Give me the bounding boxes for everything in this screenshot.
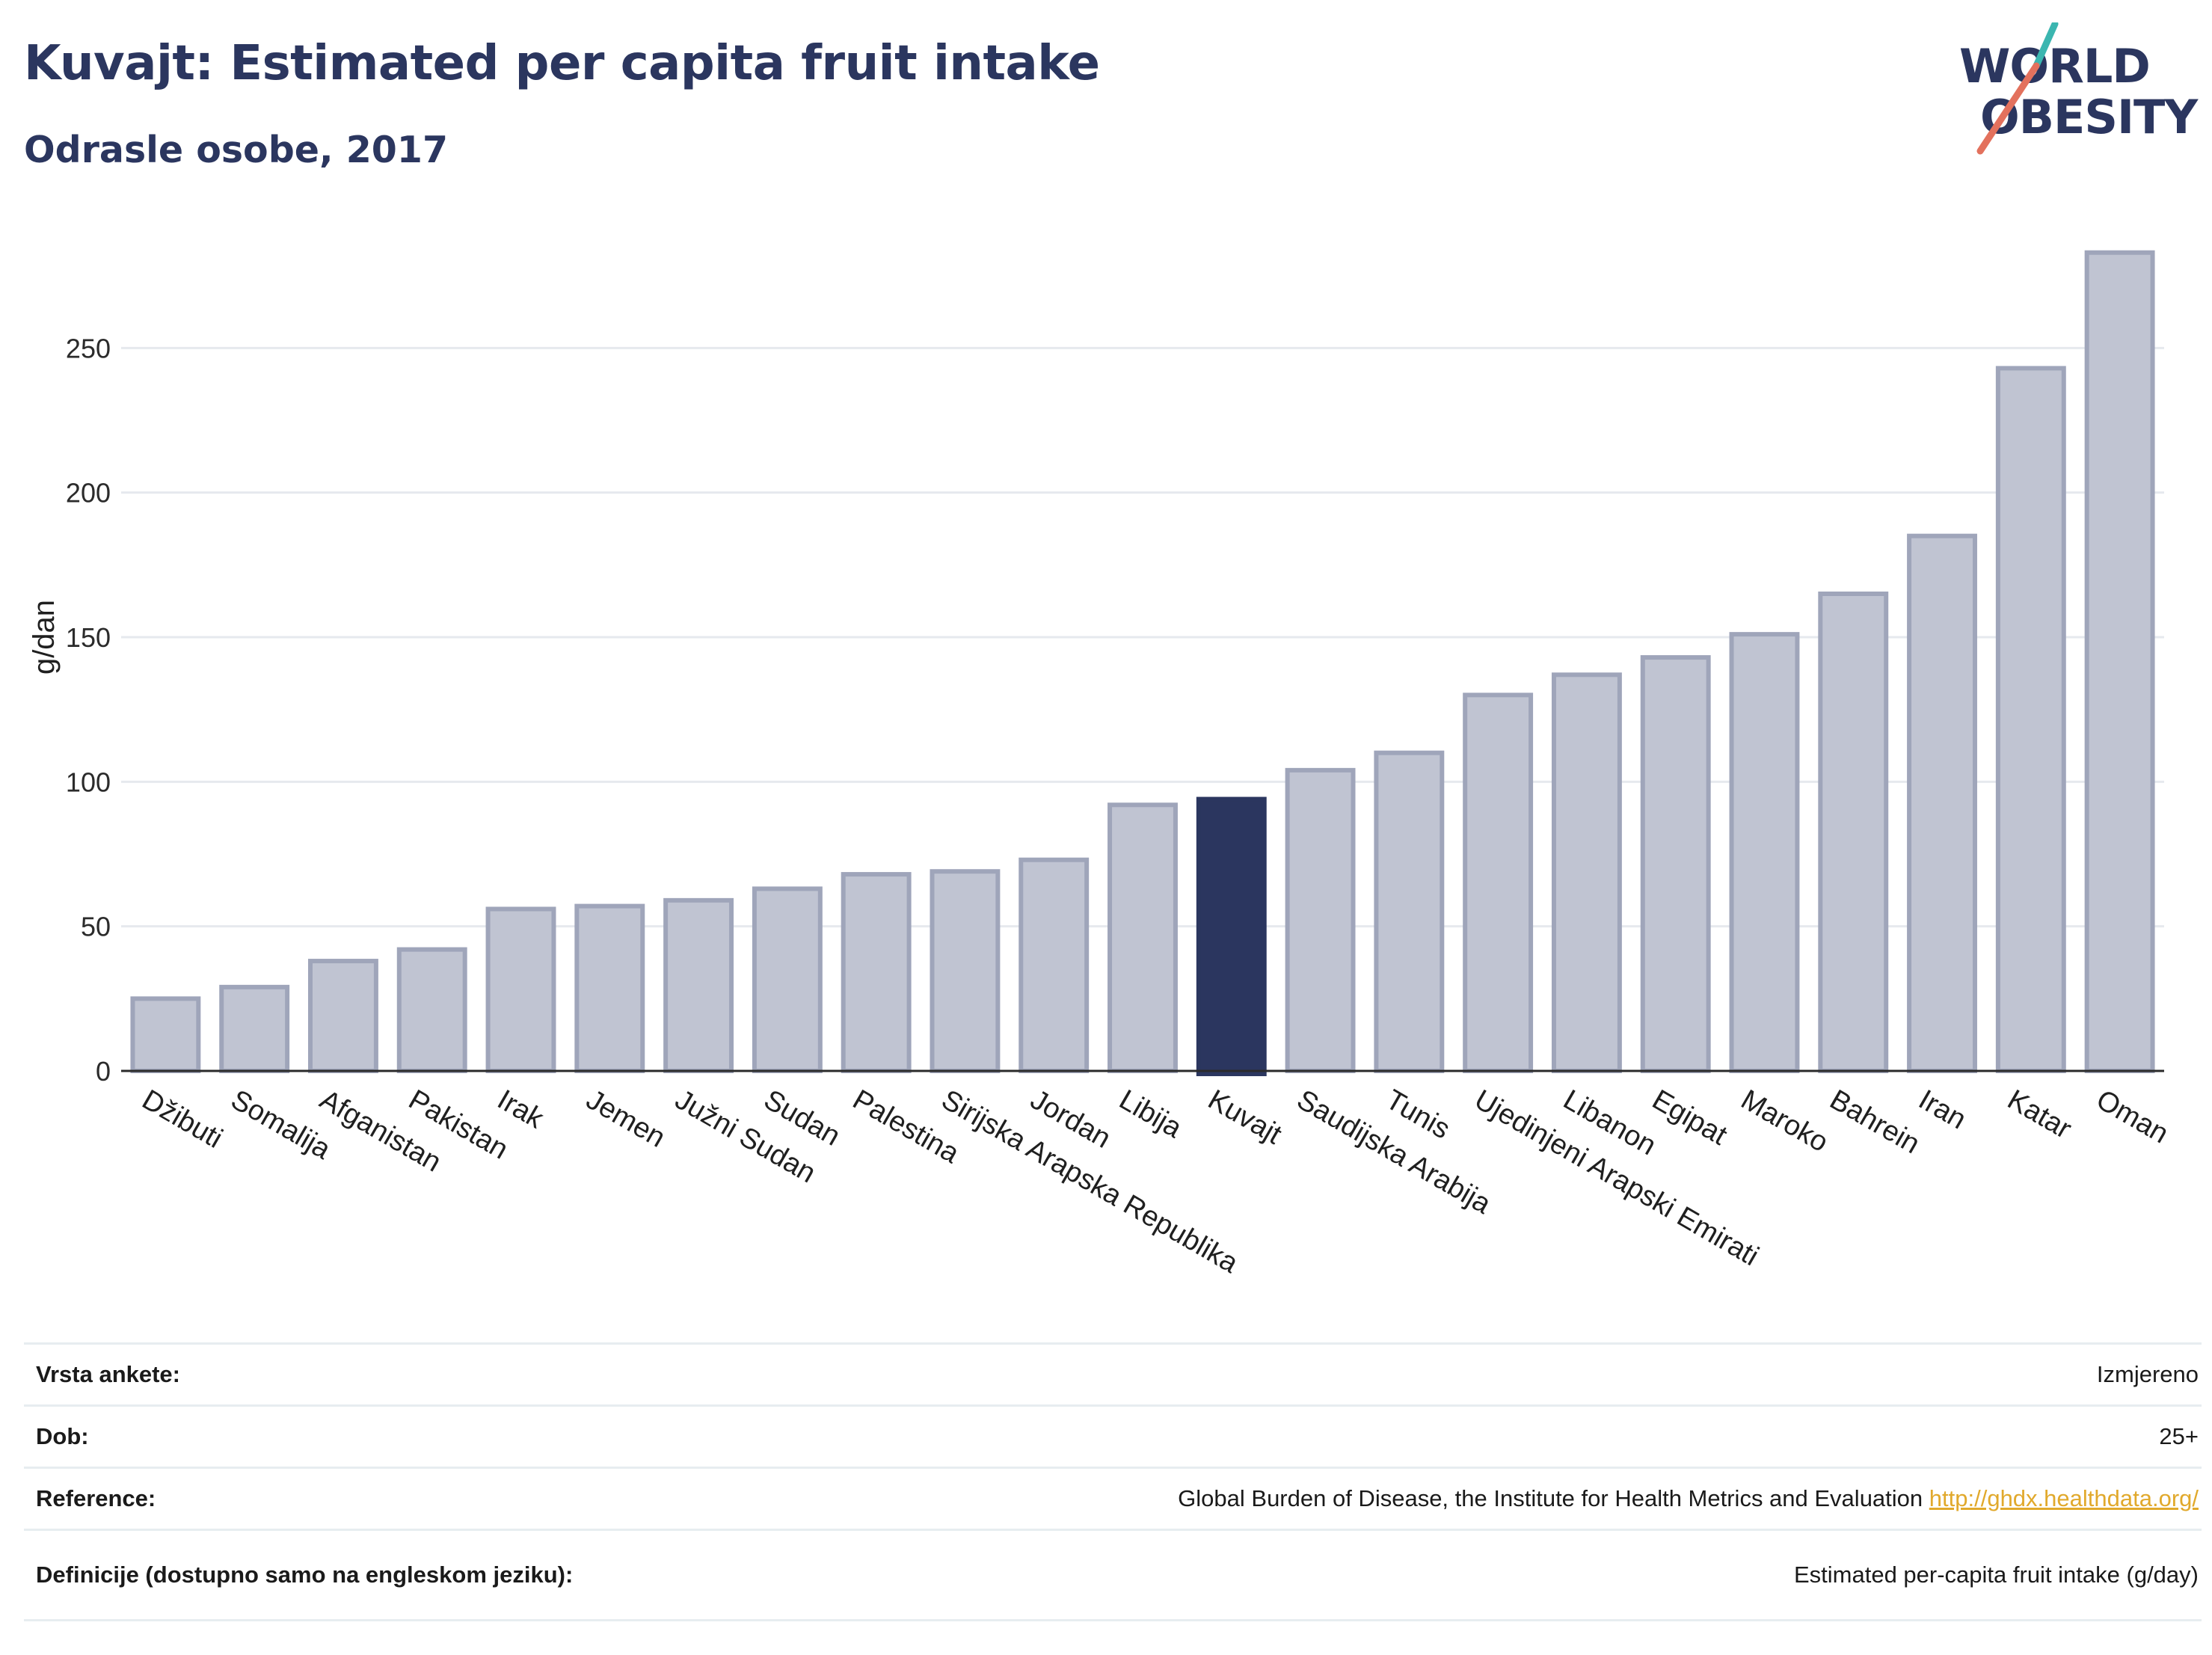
world-obesity-logo[interactable]: WORLD OBESITY xyxy=(1959,22,2199,157)
info-label: Definicije (dostupno samo na engleskom j… xyxy=(24,1529,592,1621)
x-tick-label: Iran xyxy=(1914,1084,1972,1135)
bar xyxy=(308,959,378,1073)
info-row-definitions: Definicije (dostupno samo na engleskom j… xyxy=(24,1529,2202,1621)
bar xyxy=(574,903,645,1073)
info-row-age: Dob: 25+ xyxy=(24,1404,2202,1469)
y-axis-label: g/dan xyxy=(28,600,61,675)
info-row-survey-type: Vrsta ankete: Izmjereno xyxy=(24,1342,2202,1407)
bar xyxy=(396,947,467,1073)
bar xyxy=(1729,632,1800,1073)
bar xyxy=(1640,655,1711,1073)
logo-text-world: WORLD xyxy=(1959,39,2151,93)
bar xyxy=(1285,767,1356,1074)
x-tick-label: Džibuti xyxy=(137,1084,228,1154)
x-tick-label: Libija xyxy=(1114,1084,1188,1144)
logo-slash-icon xyxy=(1976,22,2059,155)
bar xyxy=(663,897,734,1074)
bar xyxy=(219,984,290,1074)
x-tick-label: Kuvajt xyxy=(1202,1084,1287,1150)
bar xyxy=(1551,672,1622,1073)
x-tick-label: Bahrein xyxy=(1825,1084,1925,1160)
x-tick-label: Katar xyxy=(2002,1084,2077,1145)
reference-text: Global Burden of Disease, the Institute … xyxy=(1178,1485,1923,1511)
chart-title: Kuvajt: Estimated per capita fruit intak… xyxy=(24,36,1100,91)
y-tick-label: 250 xyxy=(66,333,111,363)
bar xyxy=(130,996,201,1074)
bar xyxy=(752,886,823,1074)
x-tick-label: Irak xyxy=(492,1084,550,1135)
bar xyxy=(1818,592,1889,1073)
info-value: Global Burden of Disease, the Institute … xyxy=(592,1467,2202,1531)
x-tick-label: Jemen xyxy=(581,1084,671,1153)
info-table: Vrsta ankete: Izmjereno Dob: 25+ Referen… xyxy=(24,1342,2202,1621)
info-row-reference: Reference: Global Burden of Disease, the… xyxy=(24,1467,2202,1531)
y-tick-label: 150 xyxy=(66,622,111,653)
info-label: Reference: xyxy=(24,1467,592,1531)
bar xyxy=(1463,693,1534,1073)
x-tick-label: Somalija xyxy=(226,1084,337,1166)
bar xyxy=(1019,857,1090,1073)
info-value: Izmjereno xyxy=(592,1342,2202,1407)
bar xyxy=(1995,366,2066,1073)
bar xyxy=(2084,250,2155,1074)
bar-chart: 050100150200250DžibutiSomalijaAfganistan… xyxy=(28,250,2174,1280)
info-value: Estimated per-capita fruit intake (g/day… xyxy=(592,1529,2202,1621)
bar xyxy=(1107,802,1178,1074)
x-tick-label: Oman xyxy=(2091,1084,2174,1149)
reference-link[interactable]: http://ghdx.healthdata.org/ xyxy=(1929,1485,2199,1511)
info-label: Dob: xyxy=(24,1404,592,1469)
y-tick-label: 50 xyxy=(81,912,111,942)
bar xyxy=(1907,533,1977,1073)
bars xyxy=(130,250,2155,1076)
bar xyxy=(485,906,556,1074)
bar-highlighted xyxy=(1196,796,1267,1076)
info-label: Vrsta ankete: xyxy=(24,1342,592,1407)
x-tick-label: Egipat xyxy=(1647,1084,1733,1151)
y-tick-label: 100 xyxy=(66,767,111,797)
bar xyxy=(930,869,1001,1073)
chart-subtitle: Odrasle osobe, 2017 xyxy=(24,129,449,171)
bar xyxy=(841,872,912,1073)
info-value: 25+ xyxy=(592,1404,2202,1469)
x-tick-label: Maroko xyxy=(1736,1084,1834,1158)
y-tick-label: 200 xyxy=(66,478,111,509)
y-tick-label: 0 xyxy=(96,1056,111,1087)
bar xyxy=(1374,750,1445,1074)
